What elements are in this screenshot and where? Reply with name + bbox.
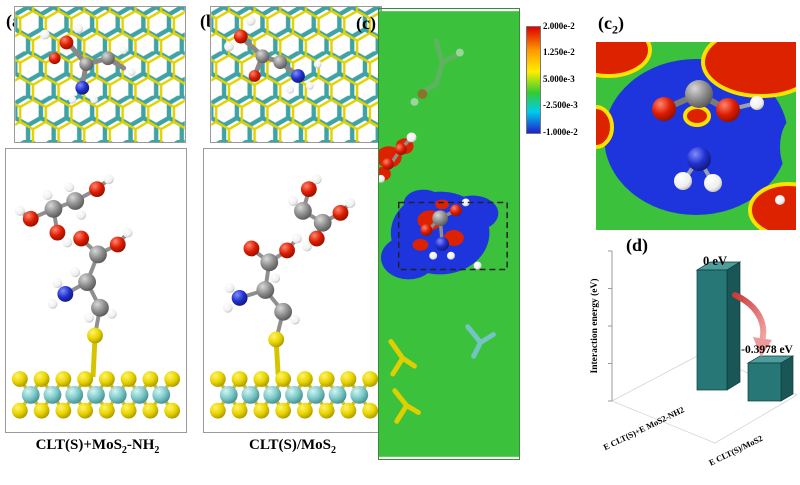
panel-c2-label-sub: 2: [611, 22, 618, 37]
caption-a: CLT(S)+MoS2-NH2: [0, 437, 195, 456]
molecule-cysteine-a: [47, 227, 133, 378]
molecule-clt-fragment-b: [288, 174, 356, 252]
mo-sticks-bottom: [465, 324, 496, 359]
structure-box-a-side: [5, 148, 187, 433]
structure-box-a-top: [14, 6, 186, 143]
structure-box-b-top: [210, 6, 382, 143]
charge-density-map-c2-svg: [596, 42, 796, 230]
caption-b: CLT(S)/MoS2: [195, 437, 390, 456]
x-category-label-1: E CLT(S)/MoS2: [707, 433, 764, 468]
panel-c2-label-close: ): [617, 13, 624, 33]
caption-b-text: CLT(S)/MoS: [249, 437, 331, 453]
colorbar-tick-1: 1.250e-2: [543, 47, 575, 57]
colorbar: [526, 26, 541, 134]
structure-box-b-side: [203, 148, 385, 433]
mos2-top-view-b: [211, 7, 381, 142]
panel-c2-label-text: (c: [598, 13, 612, 33]
caption-a-sub2: 2: [154, 445, 160, 456]
caption-a-text: CLT(S)+MoS: [35, 437, 122, 453]
charge-density-map-c: [378, 8, 520, 460]
bar-value-label-1: -0.3978 eV: [741, 344, 793, 356]
mos2-side-view-a: [11, 174, 181, 419]
charge-density-map-c2: [596, 42, 796, 230]
panel-d-label: (d): [626, 235, 648, 255]
mos2-slab-a: [11, 371, 181, 419]
colorbar-tick-0: 2.000e-2: [543, 21, 575, 31]
panel-c-label: (c): [356, 13, 376, 33]
mos2-slab-b: [209, 371, 379, 419]
depletion-region-center: [380, 189, 499, 280]
mos2-top-view-a: [15, 7, 185, 142]
x-category-label-0: E CLT(S)+E MoS2-NH2: [602, 404, 686, 452]
bar-complex: [746, 355, 795, 402]
caption-b-sub1: 2: [330, 445, 336, 456]
colorbar-tick-2: 5.000e-3: [543, 74, 575, 84]
accumulation-blobs-left: [379, 132, 417, 183]
colorbar-tick-4: -1.000e-2: [543, 127, 578, 137]
charge-density-map-c-svg: [379, 11, 519, 457]
molecule-cysteine-b: [222, 233, 302, 376]
colorbar-tick-3: -2.500e-3: [543, 100, 578, 110]
zoom-selection-dashed-box: [397, 201, 508, 271]
caption-a-text2: -NH: [126, 437, 155, 453]
y-axis-title: Interaction energy (eV): [589, 279, 600, 374]
interaction-energy-chart: 0 eV -0.3978 eV Interaction energy (eV) …: [585, 233, 800, 485]
sulfur-sticks-bottom: [388, 339, 421, 424]
mos2-side-view-b: [209, 174, 379, 419]
faint-molecule-top: [410, 38, 464, 106]
molecule-clt-fragment-a: [14, 174, 114, 248]
adsorbed-molecule-top-b: [224, 15, 322, 94]
molecule-c2: [652, 80, 785, 205]
chart-axes: [608, 250, 798, 444]
caption-a-sub1: 2: [121, 445, 127, 456]
accumulation-blobs-c2: [596, 42, 796, 230]
interaction-energy-chart-svg: 0 eV -0.3978 eV Interaction energy (eV) …: [589, 250, 798, 468]
energy-decrease-arrow: [732, 292, 772, 357]
panel-c2-label: (c2): [598, 14, 624, 36]
bar-reference: [695, 261, 742, 391]
adsorbed-molecule-top-a: [39, 23, 136, 104]
bar-value-label-0: 0 eV: [703, 254, 727, 268]
